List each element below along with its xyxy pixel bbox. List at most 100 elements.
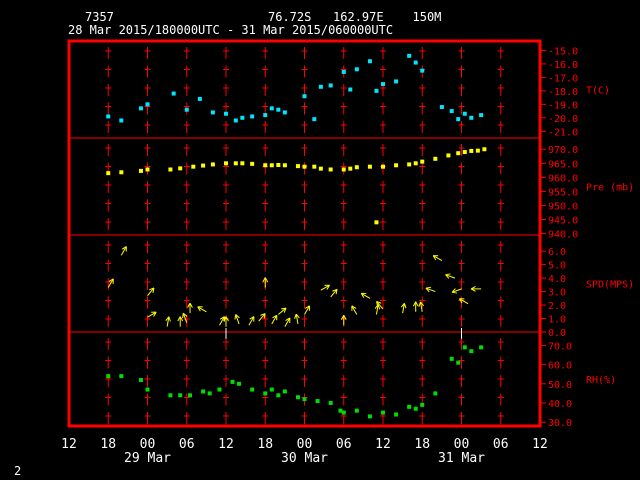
data-point (106, 374, 111, 379)
y-tick-label: 6.0 (548, 247, 566, 258)
wind-arrow-head (168, 316, 171, 322)
y-tick-label: 970.0 (548, 145, 578, 156)
wind-arrow-head (177, 316, 181, 322)
wind-arrow-head (260, 313, 266, 316)
y-tick-label: 1.0 (548, 315, 566, 326)
wind-arrow-head (235, 314, 240, 319)
wind-arrow (375, 304, 379, 315)
station-id: 7357 (85, 10, 114, 24)
wind-arrow-head (458, 298, 463, 304)
wind-arrow-head (234, 314, 237, 320)
wind-arrow-head (451, 288, 456, 293)
y-tick-label: -15.0 (548, 46, 578, 57)
data-point (119, 170, 124, 175)
wind-arrow (451, 288, 462, 293)
y-tick-label: 40.0 (548, 399, 572, 410)
data-point (119, 118, 124, 123)
wind-arrow-head (425, 287, 430, 293)
wind-arrow (235, 314, 240, 325)
data-point (217, 387, 222, 392)
data-point (168, 167, 173, 172)
data-point (250, 114, 255, 119)
y-tick-label: 70.0 (548, 341, 572, 352)
x-tick-label: 12 (375, 437, 391, 452)
wind-arrow-head (262, 277, 266, 283)
data-point (394, 412, 399, 417)
data-point (420, 159, 425, 164)
wind-arrow-head (425, 286, 431, 289)
data-point (482, 147, 487, 152)
wind-arrow-head (249, 316, 255, 320)
wind-arrow (459, 298, 469, 305)
data-point (269, 163, 274, 168)
data-point (479, 113, 484, 118)
x-tick-label: 12 (61, 437, 77, 452)
data-point (374, 220, 379, 225)
data-point (295, 164, 300, 169)
data-point (188, 393, 193, 398)
data-point (312, 117, 317, 122)
data-point (354, 165, 359, 170)
data-point (237, 381, 242, 386)
wind-arrow-head (182, 313, 184, 319)
data-point (210, 162, 215, 167)
data-point (420, 402, 425, 407)
wind-arrow (219, 316, 225, 326)
x-tick-label: 00 (140, 437, 156, 452)
data-point (407, 404, 412, 409)
data-point (282, 163, 287, 168)
wind-arrow (258, 313, 266, 322)
y-tick-label: 2.0 (548, 301, 566, 312)
data-point (433, 156, 438, 161)
data-point (449, 356, 454, 361)
y-tick-label: 3.0 (548, 288, 566, 299)
wind-arrow-head (470, 288, 476, 292)
data-point (413, 60, 418, 65)
wind-arrow-head (335, 289, 338, 295)
y-tick-label: -17.0 (548, 73, 578, 84)
data-point (230, 379, 235, 384)
data-point (318, 84, 323, 89)
wind-arrow-head (264, 277, 269, 283)
data-point (479, 345, 484, 350)
wind-arrow-head (197, 306, 201, 312)
data-point (145, 387, 150, 392)
wind-arrow (304, 305, 310, 315)
wind-arrow-head (108, 278, 114, 282)
y-tick-label: -16.0 (548, 60, 578, 71)
wind-arrow-head (377, 304, 381, 310)
wind-arrow-head (400, 302, 405, 308)
wind-arrow (420, 301, 423, 312)
data-point (456, 360, 461, 365)
data-point (328, 83, 333, 88)
wind-arrow-head (149, 287, 155, 291)
y-tick-label: 4.0 (548, 274, 566, 285)
wind-arrow-head (182, 312, 188, 317)
data-point (354, 67, 359, 72)
wind-arrow-head (280, 307, 287, 310)
data-point (106, 171, 111, 176)
data-point (295, 395, 300, 400)
station-location: 76.72S 162.97E 150M (268, 10, 442, 24)
data-point (381, 164, 385, 169)
data-point (462, 111, 467, 116)
wind-arrow-head (432, 255, 437, 261)
wind-arrow (147, 311, 157, 318)
wind-arrow (376, 301, 384, 310)
data-point (413, 406, 418, 411)
wind-arrow-head (304, 305, 310, 309)
data-point (250, 387, 255, 392)
wind-arrow (284, 317, 291, 327)
data-point (250, 161, 255, 166)
wind-arrow-head (452, 291, 458, 294)
data-point (224, 111, 228, 116)
y-tick-label: 5.0 (548, 261, 566, 272)
data-point (178, 166, 183, 171)
x-tick-label: 12 (532, 437, 548, 452)
data-point (315, 399, 320, 404)
y-tick-label: 965.0 (548, 159, 578, 170)
wind-arrow-head (376, 300, 382, 304)
data-point (338, 408, 343, 413)
wind-arrow-head (285, 317, 291, 321)
data-point (367, 414, 372, 419)
